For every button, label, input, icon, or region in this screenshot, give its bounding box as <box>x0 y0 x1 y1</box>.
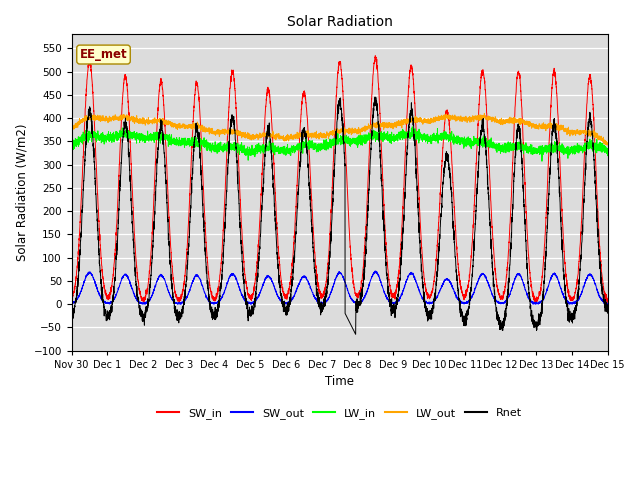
Legend: SW_in, SW_out, LW_in, LW_out, Rnet: SW_in, SW_out, LW_in, LW_out, Rnet <box>152 404 527 423</box>
LW_out <box>490 118 498 124</box>
Line: SW_in: SW_in <box>72 56 608 303</box>
Rnet <box>604 306 612 312</box>
LW_in <box>164 132 172 138</box>
X-axis label: Time: Time <box>325 375 354 388</box>
Rnet <box>319 302 327 308</box>
SW_in <box>319 292 327 298</box>
LW_out <box>164 122 172 128</box>
SW_out <box>460 300 468 306</box>
Rnet <box>164 216 172 222</box>
SW_out <box>490 295 498 301</box>
LW_out <box>481 110 488 116</box>
SW_out <box>68 300 76 306</box>
LW_in <box>460 145 468 151</box>
SW_out <box>604 301 611 307</box>
LW_in <box>408 124 416 130</box>
LW_in <box>604 151 611 156</box>
SW_in <box>430 279 438 285</box>
Rnet <box>604 306 611 312</box>
Line: Rnet: Rnet <box>72 97 608 335</box>
Line: LW_out: LW_out <box>72 113 608 145</box>
SW_out <box>320 300 328 306</box>
LW_out <box>604 141 612 147</box>
Line: SW_out: SW_out <box>72 271 608 304</box>
LW_out <box>604 142 611 148</box>
LW_out <box>319 133 327 139</box>
SW_out <box>164 288 172 293</box>
LW_out <box>604 141 611 146</box>
LW_out <box>68 125 76 131</box>
SW_out <box>106 301 113 307</box>
Rnet <box>352 332 360 337</box>
SW_in <box>460 292 468 298</box>
SW_in <box>604 297 611 302</box>
LW_in <box>430 133 438 139</box>
LW_out <box>460 115 467 121</box>
Rnet <box>430 295 438 300</box>
LW_in <box>68 142 76 147</box>
SW_in <box>490 255 498 261</box>
Rnet <box>68 312 76 318</box>
Text: EE_met: EE_met <box>80 48 127 61</box>
SW_in <box>604 300 612 306</box>
SW_out <box>430 298 438 304</box>
SW_in <box>371 53 379 59</box>
LW_in <box>538 158 546 164</box>
Rnet <box>371 94 379 100</box>
SW_out <box>604 301 612 307</box>
LW_in <box>604 148 612 154</box>
LW_in <box>490 144 498 150</box>
Rnet <box>490 289 498 295</box>
SW_in <box>164 192 172 197</box>
LW_in <box>319 142 327 147</box>
SW_out <box>372 268 380 274</box>
SW_in <box>68 295 76 300</box>
LW_out <box>430 115 438 121</box>
Y-axis label: Solar Radiation (W/m2): Solar Radiation (W/m2) <box>15 124 28 261</box>
Rnet <box>460 317 468 323</box>
Title: Solar Radiation: Solar Radiation <box>287 15 392 29</box>
Line: LW_in: LW_in <box>72 127 608 161</box>
